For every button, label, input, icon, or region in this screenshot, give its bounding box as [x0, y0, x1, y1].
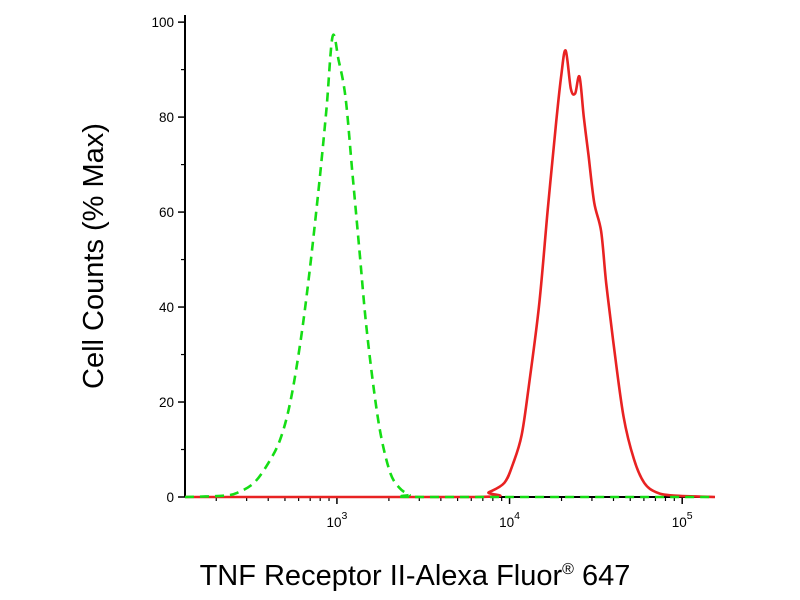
x-axis-title: TNF Receptor II-Alexa Fluor® 647 — [200, 560, 631, 592]
x-tick-label: 103 — [326, 510, 347, 530]
y-tick-label: 20 — [159, 395, 174, 410]
y-axis-title: Cell Counts (% Max) — [78, 123, 110, 389]
series-stained-red-solid — [185, 49, 716, 499]
y-tick-label: 60 — [159, 205, 174, 220]
y-tick-label: 100 — [151, 15, 174, 30]
y-tick-label: 0 — [166, 490, 174, 505]
series-control-green-dashed — [184, 33, 716, 499]
x-tick-label: 104 — [499, 510, 520, 530]
plot-area: 103 104 105 0 20 40 60 80 100 — [151, 15, 716, 530]
x-tick-label: 105 — [672, 510, 693, 530]
x-axis-title-suffix: 647 — [574, 560, 630, 592]
x-axis-title-main: TNF Receptor II-Alexa Fluor — [200, 560, 563, 592]
y-tick-label: 80 — [159, 110, 174, 125]
y-tick-label: 40 — [159, 300, 174, 315]
registered-trademark-icon: ® — [562, 561, 574, 578]
